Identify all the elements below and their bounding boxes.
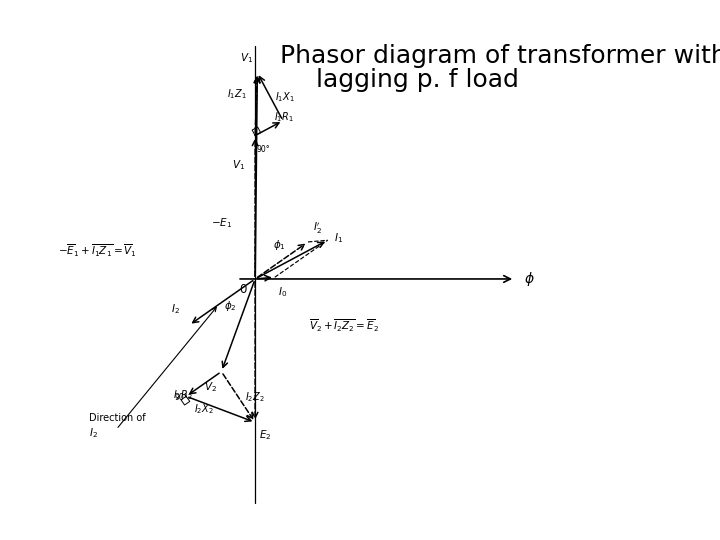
Text: $E_2$: $E_2$ — [258, 428, 271, 442]
Text: $I_2$: $I_2$ — [89, 426, 98, 440]
Text: $I_1R_1$: $I_1R_1$ — [274, 110, 294, 124]
Text: $\overline{V}_2 + \overline{I_2Z_2} = \overline{E}_2$: $\overline{V}_2 + \overline{I_2Z_2} = \o… — [309, 318, 379, 334]
Text: $V_1$: $V_1$ — [233, 159, 246, 172]
Text: $V_2$: $V_2$ — [204, 381, 217, 394]
Text: 90°: 90° — [174, 393, 188, 402]
Text: $I_2Z_2$: $I_2Z_2$ — [246, 390, 265, 404]
Text: $I_2$: $I_2$ — [171, 302, 180, 316]
Text: $I_2X_2$: $I_2X_2$ — [194, 402, 213, 416]
Text: $I_0$: $I_0$ — [279, 285, 287, 299]
Text: $-E_1$: $-E_1$ — [212, 217, 233, 230]
Text: $V_1$: $V_1$ — [240, 51, 253, 65]
Text: $I_1$: $I_1$ — [334, 232, 343, 245]
Text: $I_1X_1$: $I_1X_1$ — [274, 90, 294, 104]
Text: 90°: 90° — [256, 145, 270, 153]
Text: $\phi_2$: $\phi_2$ — [224, 299, 236, 313]
Text: Direction of: Direction of — [89, 413, 146, 423]
Text: Phasor diagram of transformer with: Phasor diagram of transformer with — [280, 44, 720, 68]
Text: $I_2'$: $I_2'$ — [313, 220, 323, 235]
Text: $I_2R_2$: $I_2R_2$ — [174, 388, 193, 402]
Text: $-\overline{E}_1 + \overline{I_1Z_1} = \overline{V}_1$: $-\overline{E}_1 + \overline{I_1Z_1} = \… — [58, 242, 137, 259]
Text: $I_1Z_1$: $I_1Z_1$ — [228, 87, 247, 102]
Text: lagging p. f load: lagging p. f load — [316, 69, 519, 92]
Text: 0: 0 — [239, 283, 246, 296]
Text: $\phi_1$: $\phi_1$ — [273, 238, 286, 252]
Text: $\phi$: $\phi$ — [524, 270, 535, 288]
